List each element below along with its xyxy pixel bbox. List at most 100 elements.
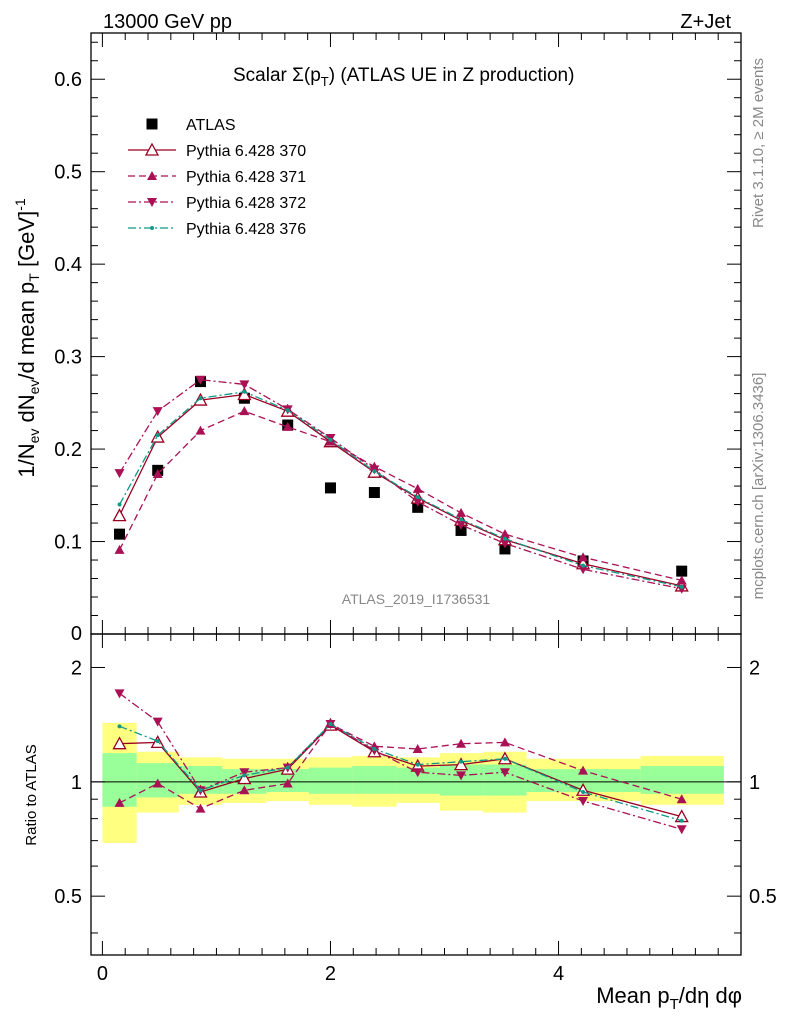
uncertainty-band-green bbox=[526, 769, 641, 793]
data-point-p371 bbox=[412, 483, 423, 493]
data-point-p376 bbox=[198, 396, 203, 401]
ratio-point-p370 bbox=[112, 736, 127, 750]
data-point-data bbox=[324, 482, 336, 494]
data-point-p376 bbox=[502, 536, 507, 541]
data-point-p371 bbox=[676, 575, 687, 585]
uncertainty-band-green bbox=[308, 767, 353, 794]
data-point-p376 bbox=[679, 584, 684, 589]
main-y-tick-label: 0 bbox=[71, 623, 82, 645]
ratio-bands bbox=[91, 722, 741, 844]
legend-label-p370: Pythia 6.428 370 bbox=[186, 143, 306, 160]
mcplots-label: mcplots.cern.ch [arXiv:1306.3436] bbox=[750, 373, 767, 600]
data-point-p371 bbox=[114, 544, 125, 554]
ratio-point-p371 bbox=[676, 794, 687, 804]
ratio-point-p370 bbox=[453, 757, 469, 771]
x-tick-label: 4 bbox=[553, 963, 564, 985]
ratio-point-p376 bbox=[198, 788, 203, 793]
ratio-point-p370 bbox=[237, 771, 252, 785]
ratio-point-p376 bbox=[328, 721, 333, 726]
ratio-panel bbox=[112, 689, 689, 835]
ratio-point-p376 bbox=[155, 739, 160, 744]
series-line-p370 bbox=[118, 393, 682, 587]
analysis-watermark: ATLAS_2019_I1736531 bbox=[342, 591, 491, 607]
data-point-p371 bbox=[239, 406, 250, 416]
main-y-tick-label: 0.2 bbox=[54, 439, 82, 461]
legend-label-p372: Pythia 6.428 372 bbox=[186, 195, 306, 212]
main-y-tick-label: 0.4 bbox=[54, 254, 82, 276]
data-point-p372 bbox=[114, 469, 125, 479]
series-line-p372 bbox=[118, 379, 682, 590]
data-point-p376 bbox=[242, 389, 247, 394]
ratio-point-p376 bbox=[679, 818, 684, 823]
main-y-tick-label: 0.5 bbox=[54, 162, 82, 184]
ratio-line-p376 bbox=[119, 723, 682, 822]
main-title: Scalar Σ(pT) (ATLAS UE in Z production) bbox=[233, 65, 574, 89]
legend-label-p376: Pythia 6.428 376 bbox=[186, 221, 306, 238]
data-point-p376 bbox=[415, 495, 420, 500]
ratio-point-p376 bbox=[242, 773, 247, 778]
ratio-y-axis-label: Ratio to ATLAS bbox=[23, 744, 40, 845]
data-point-p371 bbox=[282, 421, 293, 431]
legend-marker-p372 bbox=[147, 198, 157, 207]
data-point-p372 bbox=[412, 497, 423, 507]
ratio-y-tick-label-right: 1 bbox=[749, 772, 760, 794]
data-point-p376 bbox=[117, 502, 122, 507]
main-y-tick-label: 0.1 bbox=[54, 532, 82, 554]
ratio-line-p371 bbox=[119, 723, 682, 810]
uncertainty-band-green bbox=[352, 766, 397, 794]
rivet-label: Rivet 3.1.10, ≥ 2M events bbox=[750, 58, 767, 228]
ratio-point-p372 bbox=[456, 771, 467, 781]
ratio-point-p371 bbox=[114, 797, 125, 807]
process-label: Z+Jet bbox=[680, 11, 731, 33]
data-point-p372 bbox=[676, 584, 687, 594]
x-tick-label: 0 bbox=[97, 963, 108, 985]
data-point-p376 bbox=[372, 469, 377, 474]
legend-marker-p371 bbox=[147, 171, 157, 180]
x-tick-label: 2 bbox=[325, 963, 336, 985]
data-point-p376 bbox=[581, 563, 586, 568]
data-point-p372 bbox=[195, 375, 206, 385]
legend-marker-data bbox=[146, 118, 158, 130]
x-axis-label: Mean pT/dη dφ bbox=[596, 983, 742, 1013]
ratio-point-p372 bbox=[499, 768, 510, 778]
ratio-y-tick-label: 1 bbox=[71, 772, 82, 794]
ratio-point-p376 bbox=[581, 790, 586, 795]
data-point-p372 bbox=[456, 520, 467, 530]
legend-marker-p370 bbox=[144, 142, 160, 156]
svg-text:1/Nev dNev/d mean pT [GeV]-1: 1/Nev dNev/d mean pT [GeV]-1 bbox=[12, 198, 42, 478]
main-panel bbox=[112, 375, 689, 594]
ratio-frame bbox=[90, 633, 742, 956]
ratio-point-p376 bbox=[415, 762, 420, 767]
ratio-point-p371 bbox=[578, 765, 589, 775]
panel-frames: 0.1 0.2 0.3 0.4 0.5 0.6 0 0.5 0.5 1 1 2 2 0 2 4 bbox=[54, 32, 777, 985]
ratio-point-p372 bbox=[114, 689, 125, 699]
data-point-p372 bbox=[578, 565, 589, 575]
data-point-p372 bbox=[499, 539, 510, 549]
data-point-p372 bbox=[239, 380, 250, 390]
data-point-p376 bbox=[328, 437, 333, 442]
ratio-point-p371 bbox=[195, 803, 206, 813]
data-point-data bbox=[368, 487, 380, 499]
ratio-point-p376 bbox=[502, 756, 507, 761]
series-line-p371 bbox=[118, 410, 682, 582]
data-point-p376 bbox=[285, 408, 290, 413]
ratio-point-p376 bbox=[117, 724, 122, 729]
data-point-p372 bbox=[152, 407, 163, 417]
ratio-point-p376 bbox=[285, 765, 290, 770]
ratio-y-tick-label: 0.5 bbox=[54, 886, 82, 908]
data-point-p371 bbox=[456, 507, 467, 517]
main-y-tick-label: 0.6 bbox=[54, 69, 82, 91]
legend-label-data: ATLAS bbox=[186, 117, 236, 134]
legend-marker-p376 bbox=[150, 226, 154, 230]
data-point-p370 bbox=[237, 387, 252, 401]
data-point-data bbox=[114, 528, 126, 540]
data-point-p370 bbox=[112, 508, 127, 522]
beam-label: 13000 GeV pp bbox=[103, 11, 232, 33]
data-point-data bbox=[412, 501, 424, 513]
data-point-p371 bbox=[195, 425, 206, 435]
main-y-axis-label: 1/Nev dNev/d mean pT [GeV]-1 bbox=[12, 198, 42, 478]
legend-label-p371: Pythia 6.428 371 bbox=[186, 169, 306, 186]
ratio-point-p376 bbox=[372, 747, 377, 752]
ratio-point-p372 bbox=[239, 768, 250, 778]
